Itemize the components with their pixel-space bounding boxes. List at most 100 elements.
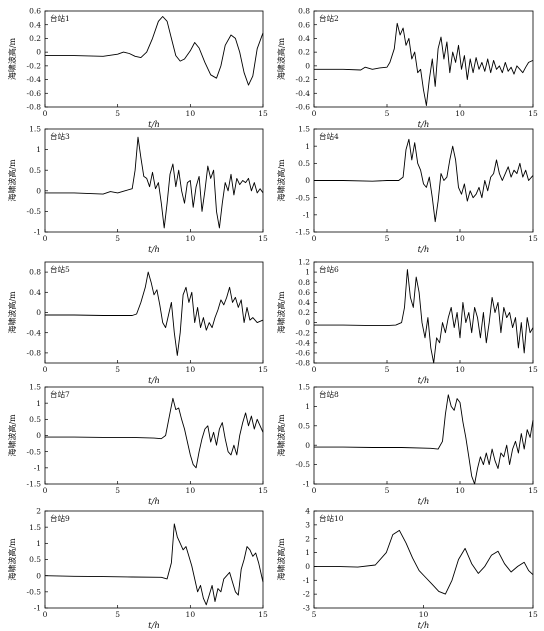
waveform-line	[314, 529, 534, 595]
x-tick-label: 10	[186, 365, 196, 374]
x-tick-label: 15	[528, 234, 538, 243]
panel-1: 0 5 10 15 -0.8 -0.6 -0.4 -0.2 0 0.2 0.4 0.6 台站1 t/h 海啸…	[7, 7, 268, 130]
y-axis-label: 海啸波高/m	[7, 538, 17, 581]
y-tick-label: -0.2	[296, 75, 311, 84]
y-tick-label: 0.6	[298, 288, 310, 297]
y-tick-label: -0.8	[27, 349, 42, 358]
y-axis-label: 海啸波高/m	[276, 538, 286, 581]
y-tick-label: 0.8	[298, 278, 310, 287]
y-tick-label: 0.5	[298, 159, 310, 168]
x-tick-label: 5	[115, 234, 120, 243]
y-tick-label: -0.4	[27, 328, 42, 337]
x-tick-label: 5	[115, 109, 120, 118]
y-tick-label: -0.6	[296, 349, 311, 358]
panel-8: 0 5 10 15 -1 -0.5 0 0.5 1 1.5 台站8 t/h 海啸波高/m	[276, 383, 538, 507]
y-tick-label: 0.8	[29, 268, 41, 277]
x-tick-label: 10	[186, 486, 196, 495]
y-axis-label: 海啸波高/m	[7, 414, 17, 457]
y-tick-label: -2	[303, 590, 311, 599]
x-tick-label: 10	[455, 234, 465, 243]
y-tick-label: 1.5	[298, 383, 310, 392]
x-axis-label: t/h	[418, 497, 430, 507]
x-tick-label: 5	[385, 486, 390, 495]
x-axis-label: t/h	[148, 376, 160, 386]
y-tick-label: 1	[305, 142, 310, 151]
y-tick-label: 0.8	[298, 7, 310, 16]
y-tick-label: 4	[305, 507, 310, 516]
x-tick-label: 0	[312, 365, 317, 374]
y-tick-label: 0	[36, 48, 41, 57]
x-tick-label: 0	[312, 486, 317, 495]
y-tick-label: 1	[36, 399, 41, 408]
station-label: 台站7	[50, 389, 70, 399]
plot-frame	[44, 10, 264, 108]
y-tick-label: -0.5	[296, 460, 311, 469]
station-label: 台站8	[319, 389, 339, 399]
plot-frame	[44, 386, 264, 485]
plot-frame	[44, 510, 264, 609]
x-tick-label: 0	[312, 234, 317, 243]
x-tick-label: 5	[385, 234, 390, 243]
y-axis-label: 海啸波高/m	[276, 291, 286, 334]
y-tick-label: 0	[36, 308, 41, 317]
y-tick-label: 0.5	[298, 421, 310, 430]
y-tick-label: 0	[36, 431, 41, 440]
station-label: 台站1	[50, 13, 70, 23]
x-tick-label: 5	[385, 365, 390, 374]
y-tick-label: -0.5	[27, 207, 42, 216]
x-tick-label: 10	[455, 486, 465, 495]
y-tick-label: 2	[36, 507, 41, 516]
x-axis-label: t/h	[148, 621, 160, 631]
x-tick-label: 15	[258, 109, 268, 118]
x-tick-label: 0	[312, 109, 317, 118]
panel-4: 0 5 10 15 -1.5 -1 -0.5 0 0.5 1 1.5 台站4 t/h 海啸波高/m	[276, 125, 538, 255]
y-tick-label: -1	[34, 228, 41, 237]
y-tick-label: -1.5	[296, 228, 311, 237]
y-tick-label: 0.2	[298, 48, 310, 57]
x-axis-label: t/h	[148, 245, 160, 255]
y-tick-label: 0.5	[29, 166, 41, 175]
station-label: 台站9	[50, 513, 70, 523]
y-axis-label: 海啸波高/m	[7, 37, 17, 80]
x-tick-label: 10	[455, 109, 465, 118]
y-tick-label: 1.2	[298, 258, 310, 267]
x-axis-label: t/h	[418, 376, 430, 386]
y-tick-label: -0.6	[296, 103, 311, 112]
y-tick-label: 1.5	[29, 523, 41, 532]
x-tick-label: 5	[115, 486, 120, 495]
waveform-line	[314, 269, 534, 364]
x-axis-label: t/h	[148, 120, 160, 130]
x-tick-label: 10	[186, 234, 196, 243]
y-tick-label: 0.5	[29, 555, 41, 564]
plot-frame	[313, 261, 534, 364]
y-tick-label: 0	[305, 318, 310, 327]
panel-7: 0 5 10 15 -1.5 -1 -0.5 0 0.5 1 1.5 台站7 t/h 海啸波高/m	[7, 383, 268, 507]
y-tick-label: 0	[305, 176, 310, 185]
x-tick-label: 15	[528, 365, 538, 374]
y-axis-label: 海啸波高/m	[7, 159, 17, 202]
y-tick-label: 2	[305, 534, 310, 543]
y-tick-label: -1.5	[27, 480, 42, 489]
y-axis-label: 海啸波高/m	[276, 37, 286, 80]
y-tick-label: 0	[305, 562, 310, 571]
waveform-line	[45, 397, 264, 469]
y-tick-label: 0	[36, 571, 41, 580]
waveform-line	[45, 271, 264, 356]
station-label: 台站6	[319, 264, 339, 274]
x-axis-label: t/h	[418, 621, 430, 631]
x-tick-label: 5	[115, 365, 120, 374]
plot-frame	[44, 261, 264, 364]
y-tick-label: 0	[305, 61, 310, 70]
x-tick-label: 5	[385, 109, 390, 118]
y-tick-label: 1.5	[298, 125, 310, 134]
y-tick-label: -0.2	[27, 61, 42, 70]
x-tick-label: 15	[258, 234, 268, 243]
y-tick-label: -0.5	[27, 447, 42, 456]
y-tick-label: -1	[303, 210, 310, 219]
station-label: 台站3	[50, 131, 70, 141]
y-tick-label: 0.6	[298, 20, 310, 29]
y-tick-label: 1	[36, 145, 41, 154]
y-tick-label: 1	[305, 402, 310, 411]
y-tick-label: 3	[305, 520, 310, 529]
x-tick-label: 10	[186, 610, 196, 619]
